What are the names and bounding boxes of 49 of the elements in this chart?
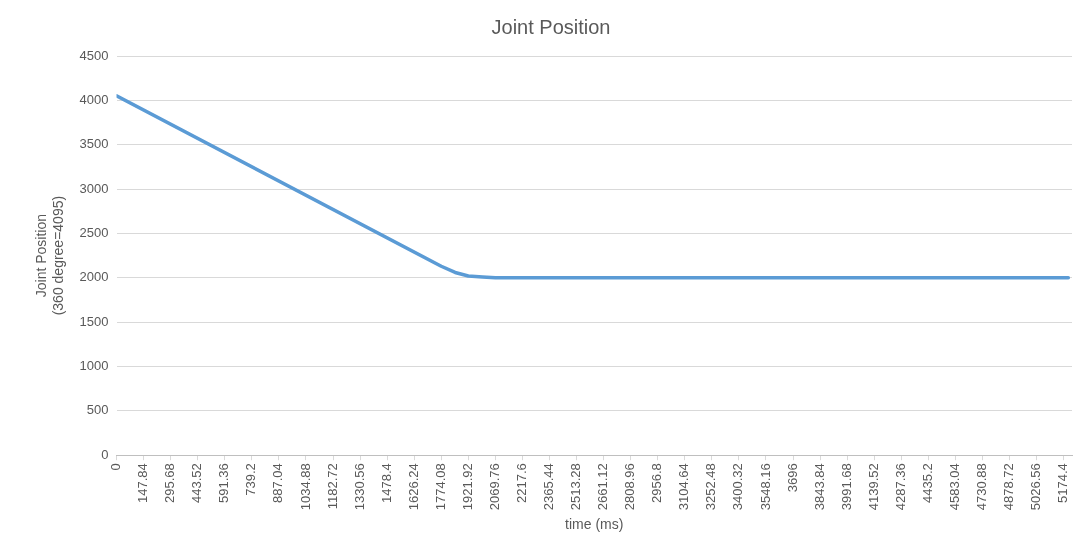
x-tick-label: 0 (108, 463, 124, 471)
x-axis-title: time (ms) (565, 516, 624, 533)
x-tick-label: 1034.88 (297, 463, 313, 511)
x-tick-label: 3252.48 (703, 463, 719, 511)
x-tick-label: 3548.16 (757, 463, 773, 511)
x-tick-label: 2217.6 (514, 463, 530, 503)
x-tick-label: 3991.68 (838, 463, 854, 511)
y-tick-label: 1500 (79, 313, 109, 329)
x-tick-label: 295.68 (162, 463, 178, 503)
y-tick-label: 500 (86, 402, 109, 418)
y-tick-label: 3000 (79, 180, 109, 196)
chart-title: Joint Position (491, 15, 611, 38)
x-tick-label: 443.52 (189, 463, 205, 503)
x-tick-label: 4730.88 (974, 463, 990, 511)
x-tick-label: 1626.24 (405, 463, 421, 511)
x-tick-label: 147.84 (135, 463, 151, 503)
x-tick-label: 4287.36 (892, 463, 908, 511)
x-tick-label: 3696 (784, 463, 800, 493)
x-tick-label: 1774.08 (432, 463, 448, 511)
x-tick-label: 591.36 (216, 463, 232, 503)
x-tick-label: 5174.4 (1055, 463, 1071, 503)
x-tick-label: 3843.84 (811, 463, 827, 511)
x-tick-label: 887.04 (270, 463, 286, 503)
x-tick-label: 2069.76 (486, 463, 502, 511)
x-tick-label: 1330.56 (351, 463, 367, 511)
x-tick-label: 2365.44 (541, 463, 557, 511)
x-tick-label: 4878.72 (1001, 463, 1017, 511)
y-tick-label: 4000 (79, 91, 109, 107)
x-tick-label: 3400.32 (730, 463, 746, 511)
x-tick-label: 2661.12 (595, 463, 611, 511)
y-tick-label: 2500 (79, 225, 109, 240)
y-tick-label: 4500 (79, 47, 109, 63)
y-tick-label: 2000 (79, 269, 109, 285)
x-tick-label: 1182.72 (324, 463, 340, 510)
x-tick-label: 4435.2 (919, 463, 935, 503)
x-tick-label: 739.2 (243, 463, 259, 496)
y-tick-label: 1000 (79, 358, 109, 374)
x-tick-label: 4139.52 (865, 463, 881, 511)
x-tick-label: 2956.8 (649, 463, 665, 503)
y-tick-label: 3500 (79, 136, 109, 152)
x-tick-label: 1921.92 (459, 463, 475, 511)
x-tick-label: 2808.96 (622, 463, 638, 511)
x-tick-label: 3104.64 (676, 463, 692, 511)
x-tick-label: 2513.28 (568, 463, 584, 511)
y-axis-title: Joint Position (360 degree=4095) (33, 195, 67, 316)
x-tick-label: 1478.4 (378, 463, 394, 503)
y-tick-label: 0 (101, 446, 109, 462)
x-tick-label: 5026.56 (1028, 463, 1044, 511)
x-tick-label: 4583.04 (946, 463, 962, 511)
